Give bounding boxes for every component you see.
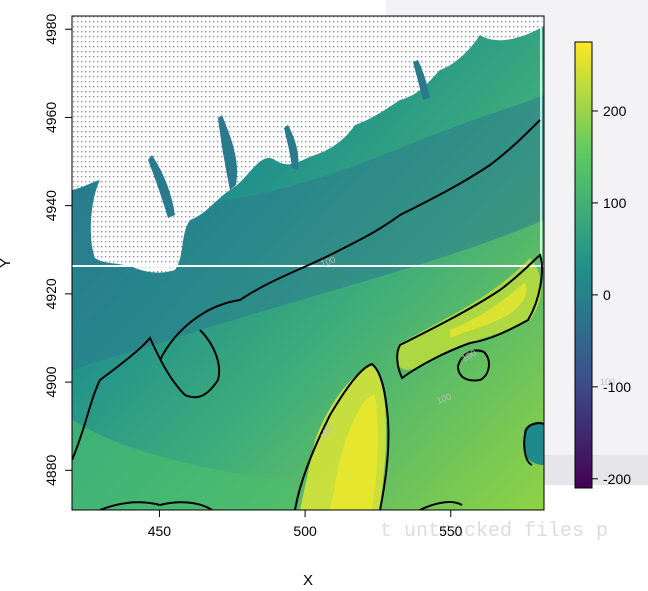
x-axis-label: X <box>303 572 313 589</box>
colorbar-tick-label: 0 <box>603 287 611 303</box>
contour-label: 100 <box>600 377 615 387</box>
contour-south-edge <box>99 501 213 510</box>
y-tick-label: 4920 <box>43 278 59 309</box>
x-tick-label: 550 <box>439 523 463 539</box>
y-tick-label: 4880 <box>43 455 59 486</box>
plot-frame <box>71 15 545 511</box>
y-axis: 4880 4900 4920 4940 4960 4980 <box>43 13 72 486</box>
y-axis-label: Y <box>0 258 14 268</box>
y-tick-label: 4980 <box>43 13 59 44</box>
contour-se-edge <box>419 501 463 510</box>
contour-label: 100 <box>319 254 337 269</box>
y-tick-label: 4960 <box>43 102 59 133</box>
colorbar-tick-label: -100 <box>603 379 631 395</box>
x-axis: 450 500 550 <box>148 510 463 539</box>
colorbar-ticks: -200 -100 0 100 200 <box>592 103 631 487</box>
y-tick-label: 4900 <box>43 366 59 397</box>
colorbar-tick-label: -200 <box>603 471 631 487</box>
contour-shoal-south <box>294 362 390 510</box>
contour-sw-bay <box>72 329 220 461</box>
x-tick-label: 450 <box>148 523 172 539</box>
contour-lines <box>72 119 544 510</box>
raster-field <box>72 16 544 510</box>
contour-small-ring <box>456 349 490 382</box>
x-tick-label: 500 <box>293 523 317 539</box>
colorbar-tick-label: 200 <box>603 103 627 119</box>
colorbar-tick-label: 100 <box>603 195 627 211</box>
background-terminal-text: t untracked files p <box>380 520 609 543</box>
contour-label: 100 <box>435 391 453 406</box>
contour-coast <box>159 119 541 361</box>
colorbar <box>574 41 593 489</box>
contour-shoal-ne <box>396 253 543 380</box>
y-tick-label: 4940 <box>43 190 59 221</box>
